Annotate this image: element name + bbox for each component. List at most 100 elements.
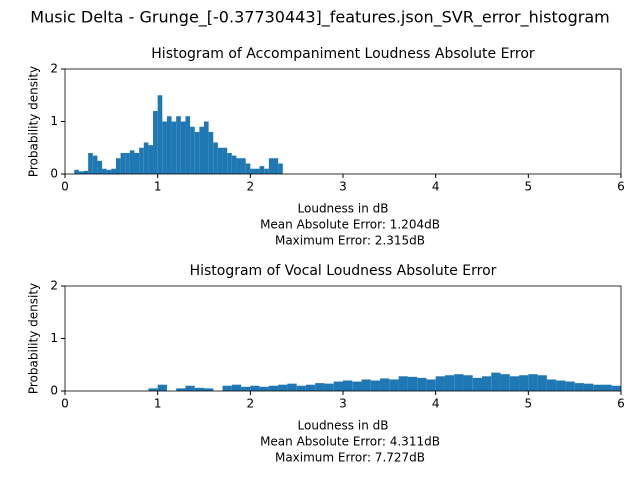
x-tick-label: 1 (154, 180, 162, 194)
bar (398, 376, 408, 391)
bar (500, 374, 510, 391)
bar (194, 387, 204, 391)
bar (153, 111, 158, 174)
bar (278, 163, 283, 174)
bar (472, 377, 482, 391)
x-tick-label: 4 (432, 397, 440, 411)
bar (343, 380, 353, 391)
annotation: Maximum Error: 7.727dB (275, 451, 425, 465)
bar (139, 147, 144, 174)
bar (259, 166, 265, 174)
bar (268, 385, 279, 391)
bar (435, 376, 445, 391)
y-tick-label: 1 (50, 331, 58, 345)
bar (241, 386, 251, 391)
bar (491, 372, 501, 391)
bar (157, 384, 167, 391)
bar (519, 375, 529, 391)
bar (180, 121, 186, 174)
bar (245, 163, 251, 174)
bar (602, 384, 612, 391)
bar (352, 381, 362, 391)
bar (231, 384, 242, 391)
bar (97, 160, 103, 174)
bar (74, 169, 79, 174)
bar (148, 388, 158, 391)
x-tick-label: 3 (339, 397, 347, 411)
x-tick-label: 4 (432, 180, 440, 194)
y-tick-label: 1 (50, 114, 58, 128)
bar (236, 158, 242, 174)
bar (208, 132, 214, 174)
bar (268, 158, 274, 174)
bar (241, 158, 246, 174)
x-axis-label: Loudness in dB (298, 202, 389, 216)
bar (254, 168, 260, 174)
bar (250, 168, 255, 174)
chart-title: Histogram of Vocal Loudness Absolute Err… (190, 263, 497, 279)
bar (574, 383, 584, 391)
bar (361, 379, 371, 391)
bars (74, 95, 283, 174)
bar (143, 142, 149, 174)
bar (106, 169, 112, 174)
figure-title: Music Delta - Grunge_[-0.37730443]_featu… (30, 8, 609, 28)
bar (190, 126, 195, 174)
bar (259, 386, 269, 391)
x-tick-label: 0 (61, 397, 69, 411)
bar (222, 147, 228, 174)
bar (134, 153, 140, 174)
bar (370, 380, 381, 391)
bar (565, 381, 575, 391)
bar (92, 155, 98, 174)
bar (231, 155, 237, 174)
y-tick-label: 0 (50, 384, 58, 398)
x-tick-label: 0 (61, 180, 69, 194)
bar (287, 383, 297, 391)
bar (482, 376, 492, 391)
chart-title: Histogram of Accompaniment Loudness Abso… (151, 46, 535, 62)
bar (250, 385, 260, 391)
bar (273, 158, 279, 174)
bar (417, 377, 427, 391)
bar (315, 383, 325, 391)
bar (125, 153, 130, 174)
bar (204, 121, 209, 174)
bar (171, 121, 177, 174)
bar (176, 116, 181, 174)
bar (88, 153, 93, 174)
x-tick-label: 2 (247, 397, 255, 411)
bar (583, 383, 594, 391)
x-tick-label: 3 (339, 180, 347, 194)
annotation: Mean Absolute Error: 1.204dB (260, 218, 440, 232)
bar (157, 95, 163, 174)
bar (166, 116, 172, 174)
bar (556, 380, 566, 391)
x-tick-label: 6 (617, 180, 625, 194)
y-axis-label: Probability density (27, 66, 41, 177)
bar (162, 121, 167, 174)
bar (463, 375, 473, 391)
bar (537, 375, 547, 391)
bar (509, 376, 520, 391)
bar (120, 153, 126, 174)
x-tick-label: 2 (247, 180, 255, 194)
bar (528, 374, 538, 391)
bar (305, 384, 316, 391)
bar (227, 153, 232, 174)
bar (389, 379, 399, 391)
bar (333, 381, 343, 391)
bar (102, 168, 107, 174)
x-tick-label: 5 (525, 180, 533, 194)
x-tick-label: 5 (525, 397, 533, 411)
bar (380, 378, 390, 391)
bar (407, 376, 418, 391)
bar (115, 158, 121, 174)
bar (176, 388, 186, 391)
bar (324, 383, 334, 391)
bar (111, 168, 116, 174)
bars (148, 372, 621, 391)
bar (593, 384, 603, 391)
bar (83, 170, 89, 174)
y-tick-label: 2 (50, 279, 58, 293)
